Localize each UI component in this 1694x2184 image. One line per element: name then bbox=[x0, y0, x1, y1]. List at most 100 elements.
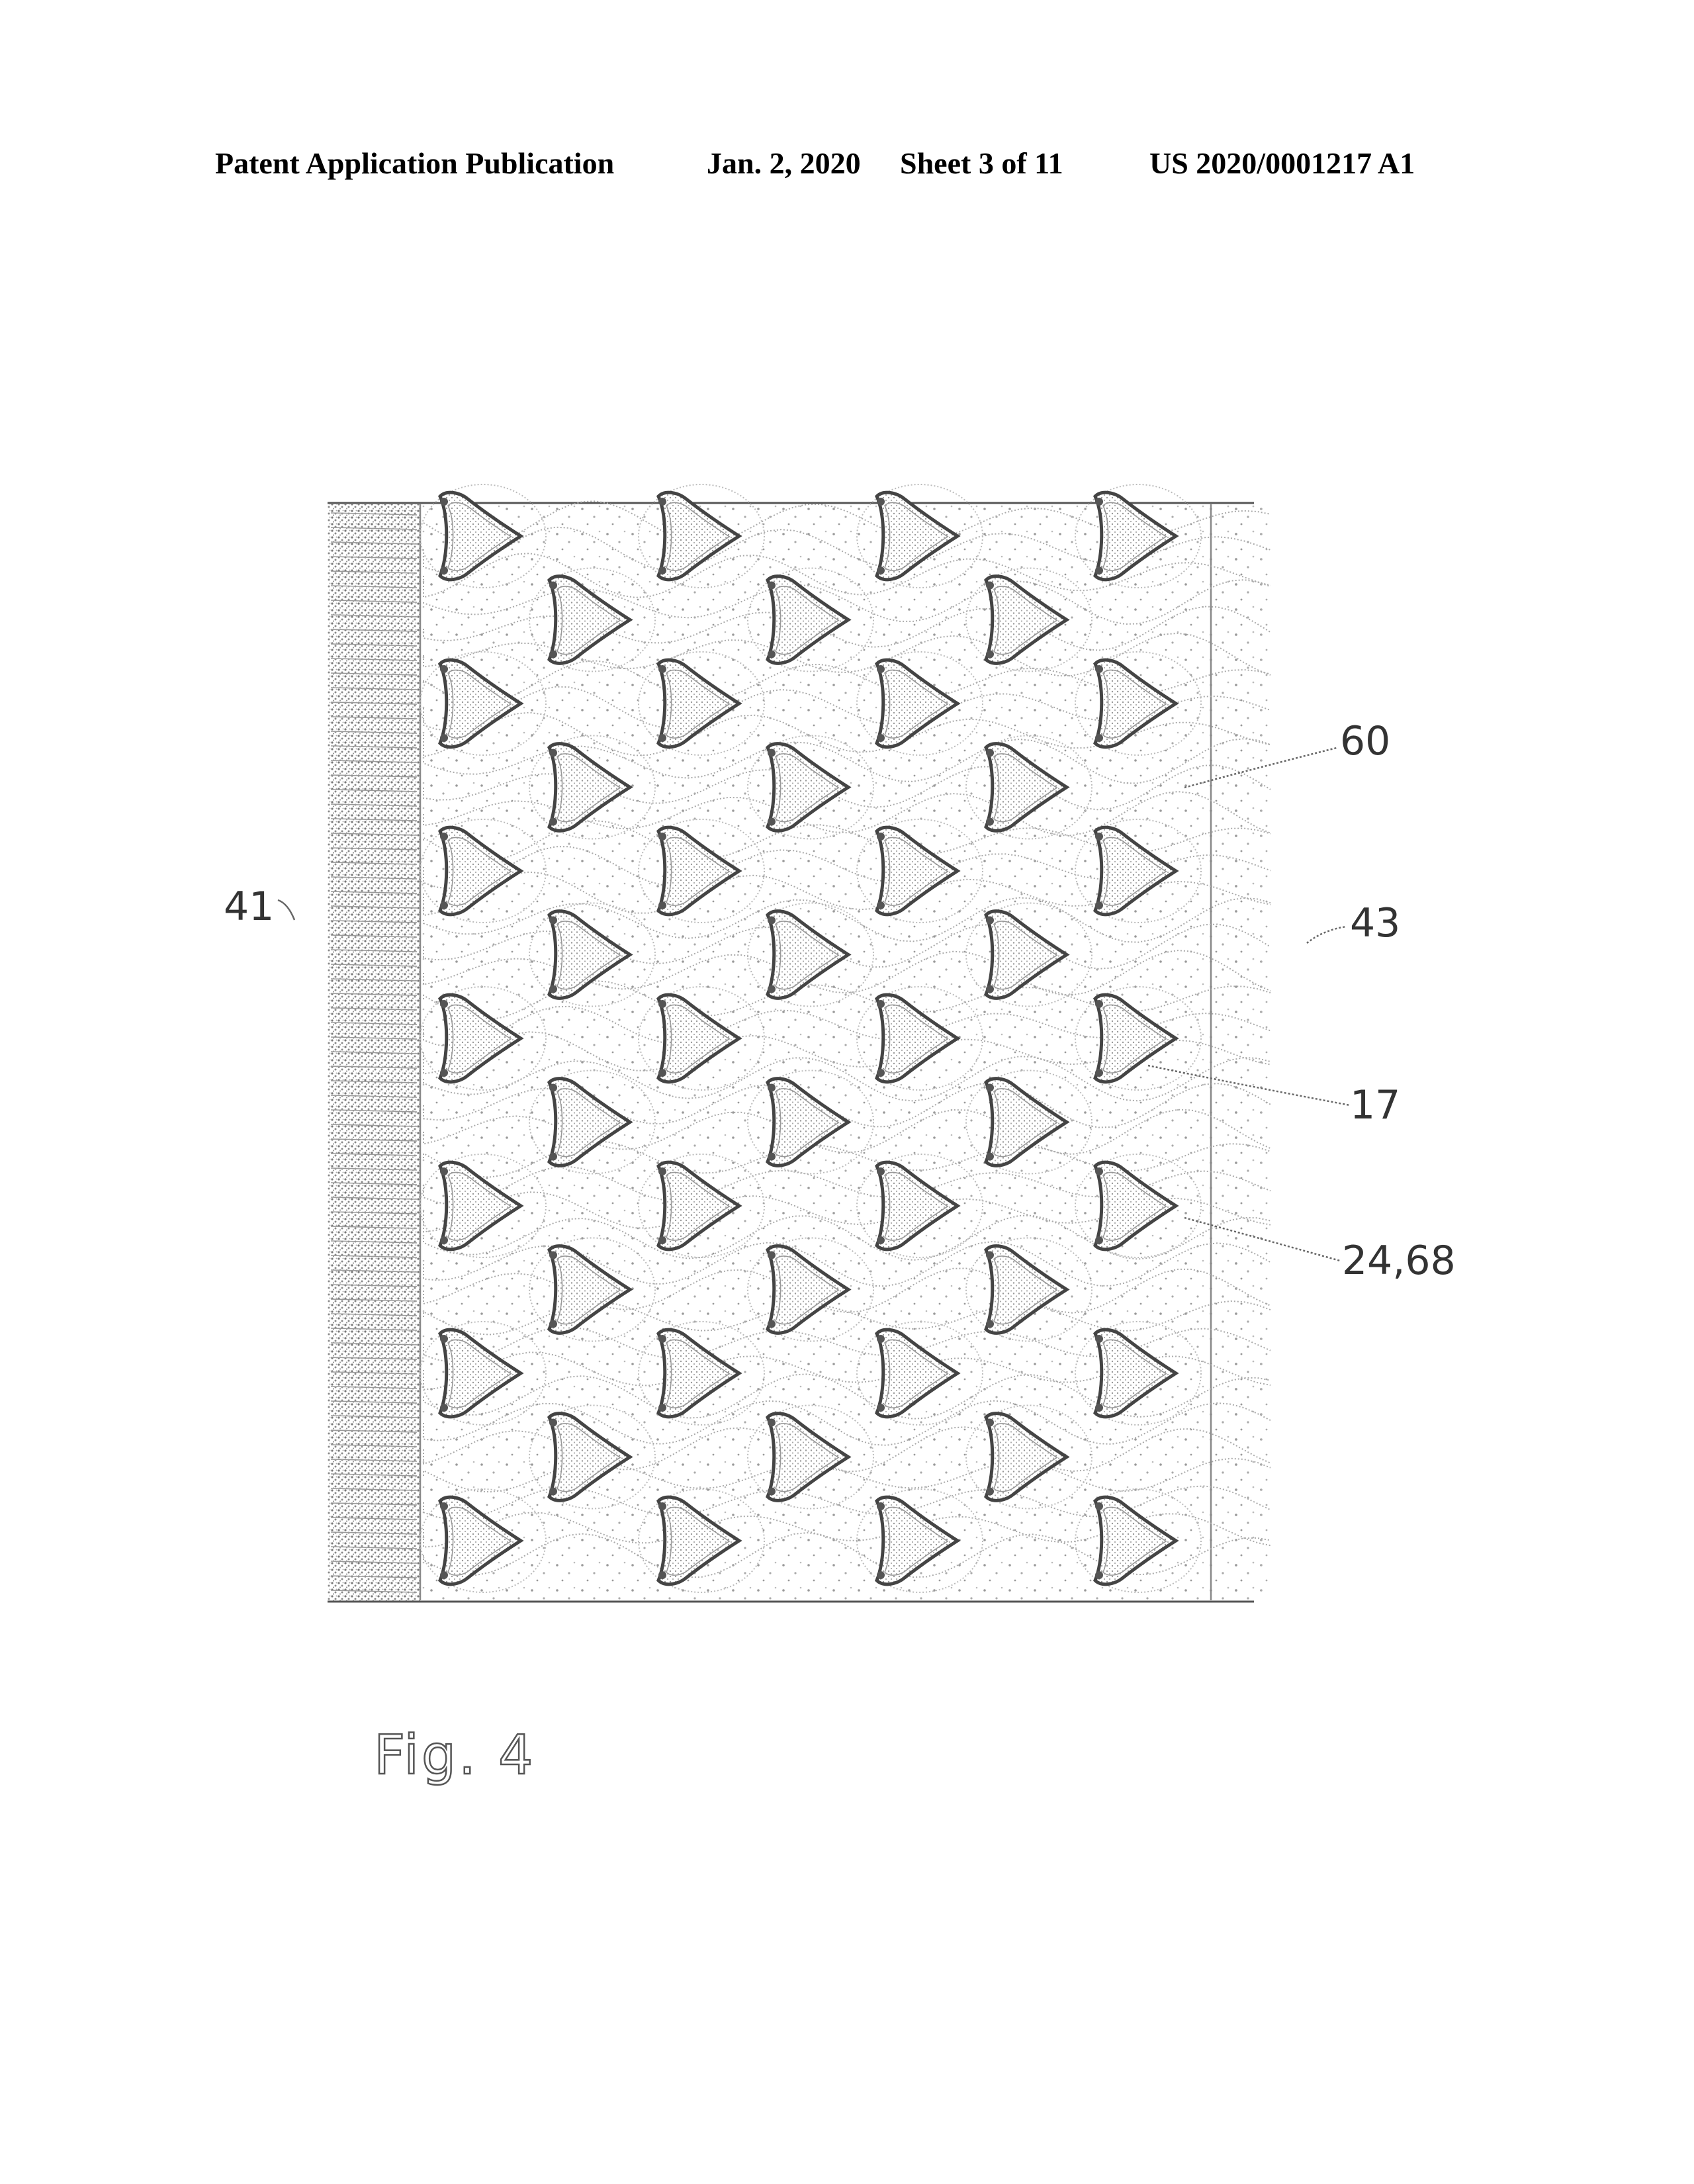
fin-flow-contour bbox=[965, 902, 1092, 1007]
ref-label-41: 41 bbox=[224, 884, 274, 930]
inlet-hatch bbox=[330, 1109, 418, 1113]
inlet-hatch bbox=[330, 614, 418, 617]
fin bbox=[437, 825, 524, 917]
fin bbox=[656, 1495, 742, 1586]
leader-43 bbox=[1306, 925, 1347, 944]
patent-number: US 2020/0001217 A1 bbox=[1149, 146, 1415, 180]
streamline bbox=[423, 1056, 1271, 1102]
streamline bbox=[423, 1031, 1271, 1075]
inlet-hatch bbox=[330, 1415, 418, 1418]
fin bbox=[983, 1412, 1070, 1502]
inlet-hatch bbox=[330, 818, 418, 821]
inlet-hatch bbox=[330, 1080, 418, 1083]
inlet-hatch bbox=[330, 1182, 418, 1185]
streamline bbox=[423, 1267, 1271, 1314]
inlet-hatch bbox=[330, 862, 418, 865]
fin bbox=[874, 490, 961, 582]
inlet-hatch bbox=[330, 585, 418, 588]
fin bbox=[656, 490, 742, 582]
fin-flow-contour bbox=[1075, 651, 1202, 756]
inlet-hatch bbox=[330, 920, 418, 923]
outlet-region bbox=[1218, 504, 1270, 1602]
inlet-hatch bbox=[330, 1444, 418, 1447]
fin bbox=[437, 993, 524, 1084]
leader-60 bbox=[1184, 747, 1337, 789]
fin bbox=[1092, 658, 1179, 749]
inlet-hatch bbox=[330, 1386, 418, 1389]
fin bbox=[874, 1160, 961, 1251]
fin-flow-contour bbox=[747, 567, 874, 672]
leader-41 bbox=[277, 899, 296, 921]
fin-flow-contour bbox=[529, 902, 656, 1007]
inlet-hatch bbox=[330, 1546, 418, 1549]
inlet-hatch bbox=[330, 1590, 418, 1593]
fin bbox=[1092, 825, 1179, 917]
inlet-hatch bbox=[330, 1517, 418, 1520]
fin-flow-contour bbox=[420, 819, 547, 923]
inlet-hatch bbox=[330, 833, 418, 836]
leader-24-68 bbox=[1184, 1216, 1341, 1262]
fin-flow-contour bbox=[856, 1321, 983, 1426]
fin bbox=[437, 1160, 524, 1251]
fin bbox=[1092, 490, 1179, 582]
fin bbox=[1092, 1328, 1179, 1419]
inlet-hatch bbox=[330, 658, 418, 661]
inlet-hatch bbox=[330, 1167, 418, 1171]
inlet-hatch bbox=[330, 774, 418, 778]
fin-flow-contour bbox=[856, 1488, 983, 1593]
fin-flow-contour bbox=[420, 484, 547, 588]
fin bbox=[547, 1244, 633, 1335]
fin-flow-contour bbox=[420, 1321, 547, 1426]
inlet-hatch bbox=[330, 1473, 418, 1477]
fin-flow-contour bbox=[638, 651, 765, 756]
fin-flow-contour bbox=[965, 1237, 1092, 1342]
ref-label-24-68: 24,68 bbox=[1342, 1238, 1456, 1284]
page-header: Patent Application Publication Jan. 2, 2… bbox=[0, 146, 1694, 185]
fin bbox=[874, 658, 961, 749]
fin-flow-contour bbox=[965, 1069, 1092, 1175]
fin bbox=[765, 742, 852, 833]
inlet-hatch bbox=[330, 702, 418, 705]
inlet-hatch bbox=[330, 1240, 418, 1244]
fin-flow-contour bbox=[529, 1404, 656, 1510]
fin bbox=[874, 1495, 961, 1586]
inlet-hatch bbox=[330, 1022, 418, 1025]
fin-flow-contour bbox=[856, 819, 983, 923]
inlet-hatch bbox=[330, 876, 418, 880]
inlet-hatch bbox=[330, 1211, 418, 1214]
inlet-hatch bbox=[330, 1430, 418, 1433]
inlet-hatch bbox=[330, 1284, 418, 1287]
publication-date: Jan. 2, 2020 bbox=[707, 146, 861, 180]
inlet-hatch bbox=[330, 993, 418, 996]
inlet-hatch bbox=[330, 803, 418, 807]
fin-flow-contour bbox=[856, 986, 983, 1091]
fin bbox=[765, 1077, 852, 1167]
inlet-hatch bbox=[330, 1095, 418, 1098]
fin bbox=[765, 909, 852, 1000]
fin-flow-contour bbox=[747, 1069, 874, 1175]
inlet-hatch bbox=[330, 731, 418, 734]
inlet-hatch bbox=[330, 629, 418, 632]
streamline bbox=[423, 1512, 1271, 1548]
fin bbox=[656, 1328, 742, 1419]
fin-flow-contour bbox=[529, 735, 656, 840]
ref-label-60: 60 bbox=[1340, 718, 1390, 764]
fin bbox=[547, 574, 633, 665]
fin-flow-contour bbox=[529, 1237, 656, 1342]
inlet-hatch bbox=[330, 964, 418, 967]
inlet-hatch bbox=[330, 1298, 418, 1302]
inlet-hatch bbox=[330, 1269, 418, 1273]
fin bbox=[547, 1412, 633, 1502]
inlet-hatch bbox=[330, 1502, 418, 1506]
inlet-hatch bbox=[330, 760, 418, 763]
fin-flow-contour bbox=[747, 1237, 874, 1342]
inlet-hatch bbox=[330, 978, 418, 981]
inlet-hatch bbox=[330, 847, 418, 850]
inlet-hatch bbox=[330, 789, 418, 792]
inlet-hatch bbox=[330, 1357, 418, 1360]
inlet-hatch bbox=[330, 1124, 418, 1127]
inlet-hatch bbox=[330, 1459, 418, 1462]
fin-flow-contour bbox=[638, 819, 765, 923]
ref-label-17: 17 bbox=[1350, 1082, 1400, 1128]
fin-flow-contour bbox=[965, 735, 1092, 840]
